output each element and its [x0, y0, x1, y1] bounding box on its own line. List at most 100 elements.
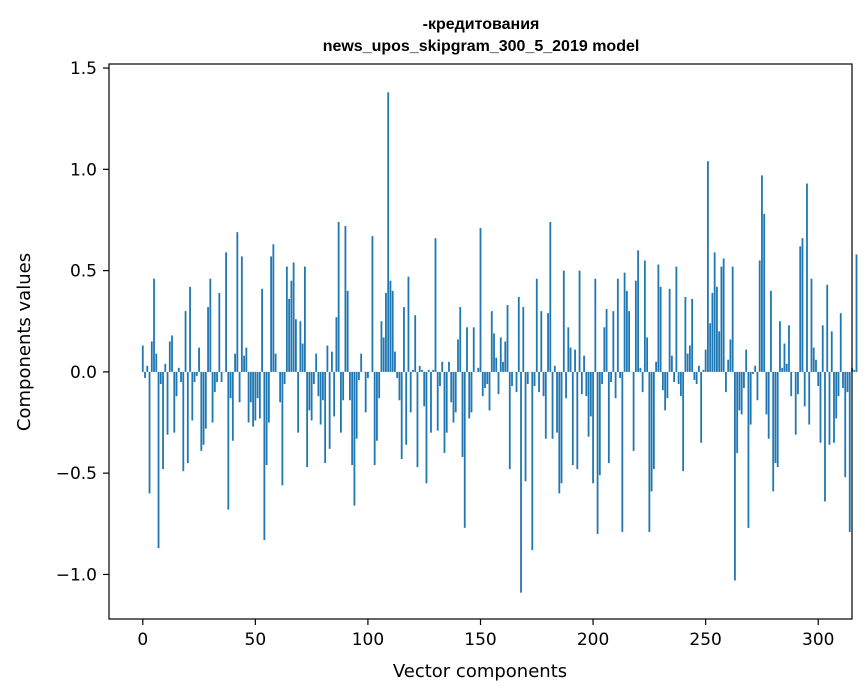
bar-component-153 — [486, 371, 489, 385]
bar-component-84 — [331, 351, 333, 372]
y-tick-label: 1.0 — [70, 160, 97, 180]
bar-component-237 — [675, 266, 678, 372]
bar-component-111 — [391, 290, 394, 372]
bar-component-67 — [292, 262, 295, 372]
bar-component-52 — [258, 371, 261, 419]
bar-component-39 — [229, 371, 232, 399]
bar-component-183 — [553, 365, 556, 372]
bar-component-302 — [821, 325, 824, 372]
bar-component-268 — [745, 349, 748, 372]
bar-component-218 — [632, 371, 635, 451]
bar-component-128 — [430, 371, 432, 433]
bar-component-118 — [407, 276, 410, 372]
bar-component-194 — [578, 270, 581, 372]
bar-component-180 — [547, 313, 549, 372]
bar-component-211 — [616, 278, 619, 372]
bar-component-239 — [679, 371, 682, 397]
bar-component-41 — [234, 353, 236, 372]
bar-component-261 — [729, 339, 732, 372]
bar-component-28 — [204, 371, 207, 429]
bar-component-32 — [213, 371, 216, 393]
bar-component-312 — [844, 371, 847, 478]
bar-component-227 — [652, 371, 655, 470]
bar-component-272 — [754, 365, 757, 372]
bar-component-252 — [709, 323, 712, 372]
bar-component-162 — [506, 305, 509, 372]
bar-component-196 — [583, 355, 585, 372]
bar-component-161 — [504, 341, 507, 372]
bar-component-304 — [826, 284, 829, 372]
bar-component-155 — [490, 311, 493, 372]
bar-component-119 — [409, 371, 412, 413]
bar-component-30 — [209, 278, 212, 372]
bar-component-40 — [231, 371, 234, 441]
bar-component-24 — [195, 371, 198, 376]
plot-frame — [108, 63, 853, 620]
bar-component-182 — [551, 371, 554, 439]
bar-component-258 — [722, 258, 725, 372]
bar-component-37 — [225, 252, 227, 372]
bar-component-170 — [524, 371, 527, 482]
bar-component-78 — [317, 371, 320, 397]
bar-component-300 — [817, 371, 820, 387]
bar-component-259 — [725, 371, 727, 393]
x-axis-ticks: 0 50 100 150 200 250 300 — [137, 619, 834, 650]
bar-component-278 — [767, 371, 770, 439]
bar-component-193 — [576, 371, 579, 470]
bar-component-3 — [148, 371, 151, 494]
bar-component-191 — [571, 371, 574, 466]
bar-component-212 — [619, 371, 621, 378]
x-tick-label: 300 — [802, 630, 834, 650]
bar-component-236 — [673, 371, 676, 383]
bar-component-230 — [659, 286, 662, 372]
bar-component-1 — [144, 371, 146, 378]
bar-component-45 — [243, 355, 245, 372]
x-tick-label: 150 — [464, 630, 496, 650]
bar-component-79 — [319, 371, 322, 425]
bar-component-99 — [364, 371, 367, 413]
bar-component-279 — [770, 290, 772, 372]
bar-component-240 — [682, 371, 685, 472]
bar-component-175 — [535, 278, 538, 372]
bar-component-297 — [810, 278, 813, 372]
bar-component-291 — [797, 371, 799, 395]
bar-component-138 — [452, 371, 455, 423]
bar-component-274 — [758, 260, 761, 372]
bar-component-225 — [648, 371, 651, 532]
bar-component-231 — [661, 371, 664, 391]
bar-component-207 — [607, 371, 610, 464]
bar-component-160 — [502, 361, 504, 372]
bar-component-140 — [457, 339, 459, 372]
bar-component-307 — [833, 371, 835, 443]
bar-component-267 — [743, 371, 745, 389]
bar-component-203 — [598, 371, 601, 476]
bar-component-33 — [216, 371, 218, 383]
bar-component-220 — [637, 250, 640, 372]
bar-component-69 — [297, 371, 300, 433]
bar-component-70 — [299, 321, 302, 372]
bar-component-2 — [146, 365, 149, 372]
bar-component-311 — [842, 371, 844, 389]
bar-component-49 — [252, 371, 254, 427]
bar-component-293 — [801, 238, 804, 372]
bar-component-85 — [333, 371, 336, 417]
bar-component-87 — [337, 221, 340, 372]
bar-component-44 — [240, 256, 243, 372]
bar-component-89 — [342, 371, 345, 401]
bar-component-174 — [533, 371, 536, 387]
bar-component-151 — [481, 371, 484, 397]
y-tick-label: 0.5 — [70, 262, 97, 282]
bar-component-8 — [159, 371, 162, 385]
bar-component-139 — [454, 371, 457, 413]
bar-component-156 — [493, 333, 495, 372]
bar-component-286 — [785, 363, 788, 372]
bar-component-167 — [517, 296, 520, 372]
bar-component-169 — [522, 307, 525, 372]
bar-component-185 — [558, 371, 561, 494]
bar-component-266 — [740, 371, 743, 415]
bar-component-273 — [756, 371, 759, 401]
bar-component-171 — [526, 371, 529, 385]
bar-component-232 — [664, 371, 667, 411]
bar-component-256 — [718, 331, 721, 372]
